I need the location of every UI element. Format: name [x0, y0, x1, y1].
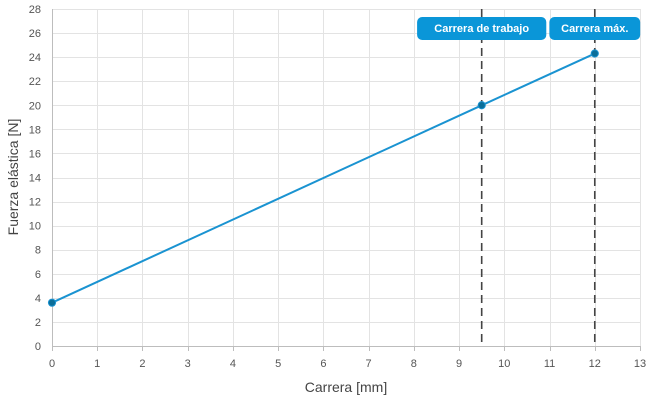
x-axis-title: Carrera [mm] [305, 379, 387, 395]
y-tick-label: 8 [35, 245, 41, 257]
data-point [590, 49, 599, 58]
y-tick-label: 26 [29, 28, 41, 40]
x-tick-label: 12 [589, 358, 601, 370]
annotation-badge [549, 17, 641, 40]
y-tick-label: 24 [29, 52, 41, 64]
data-point [47, 298, 57, 307]
x-tick-label: 2 [139, 358, 145, 370]
x-tick-label: 5 [275, 358, 281, 370]
y-tick-label: 2 [35, 317, 41, 329]
annotation-label: Carrera máx. [561, 23, 628, 35]
x-tick-label: 11 [544, 358, 555, 370]
x-tick-label: 8 [411, 358, 417, 370]
x-tick-label: 13 [634, 358, 646, 370]
axes: 0 1 2 3 4 5 6 7 8 9 10 11 12 130246810121416182022242… [29, 4, 646, 370]
y-tick-label: 12 [29, 197, 41, 209]
y-tick-label: 28 [29, 4, 41, 16]
y-tick-label: 14 [29, 173, 41, 185]
y-tick-label: 18 [29, 124, 41, 136]
x-tick-label: 1 [94, 358, 100, 370]
x-tick-label: 6 [320, 358, 326, 370]
y-tick-label: 0 [35, 341, 41, 353]
x-tick-label: 3 [185, 358, 191, 370]
x-tick-label: 9 [456, 358, 462, 370]
y-tick-label: 6 [35, 269, 41, 281]
x-tick-label: 7 [366, 358, 372, 370]
annotation-label: Carrera de trabajo [434, 23, 529, 35]
annotations: Carrera de trabajo Carrera máx. [417, 17, 641, 40]
x-tick-label: 0 [49, 358, 55, 370]
y-tick-label: 10 [29, 221, 41, 233]
y-tick-label: 20 [29, 100, 41, 112]
x-tick-label: 4 [230, 358, 236, 370]
y-tick-label: 22 [29, 76, 41, 88]
y-axis-title: Fuerza elástica [N] [5, 119, 21, 236]
y-tick-label: 16 [29, 148, 41, 160]
series [47, 49, 599, 307]
data-point [477, 101, 486, 110]
reference-lines [480, 9, 596, 346]
y-tick-label: 4 [35, 293, 41, 305]
x-tick-label: 10 [498, 358, 510, 370]
annotation-badge [417, 17, 547, 40]
grid [52, 9, 641, 347]
